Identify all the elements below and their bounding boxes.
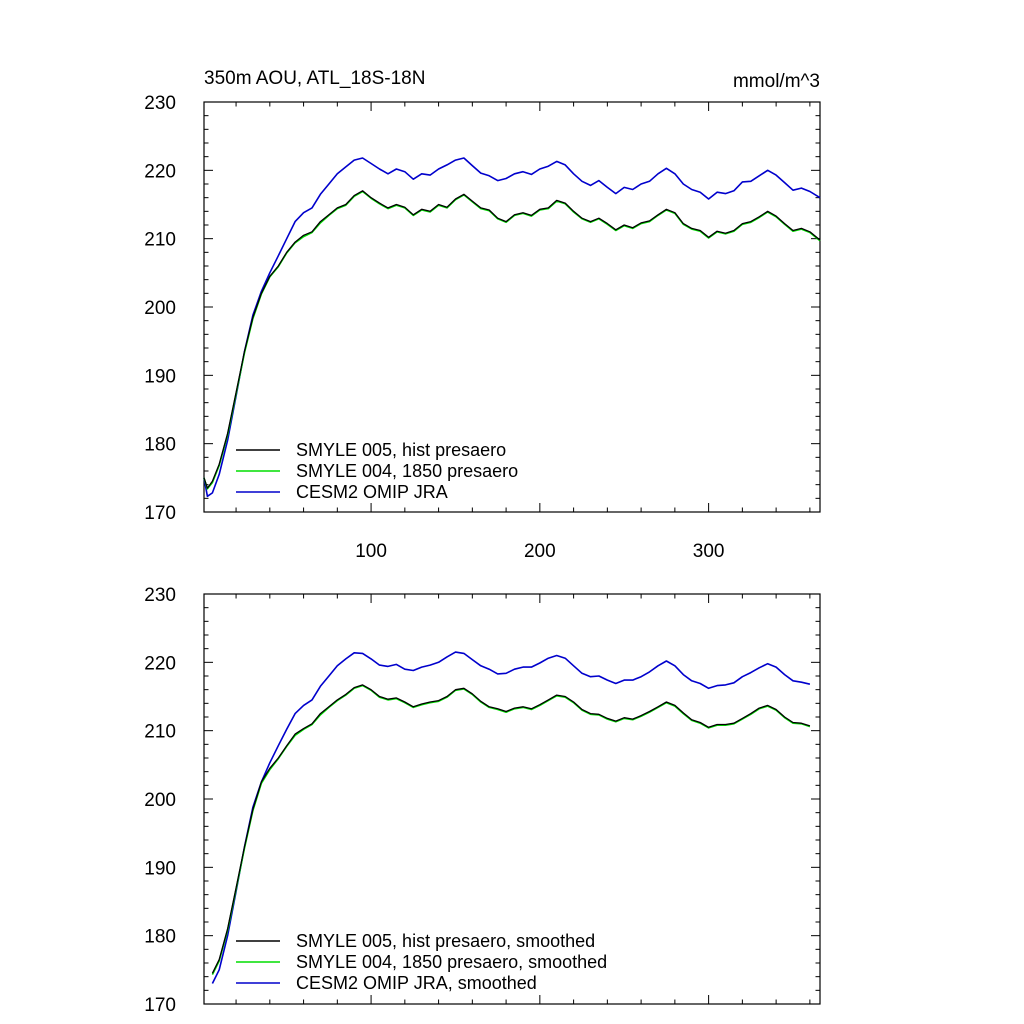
x-tick-label: 100 — [355, 541, 387, 562]
y-tick-label: 200 — [144, 790, 176, 811]
y-tick-label: 210 — [144, 230, 176, 251]
y-tick-label: 190 — [144, 366, 176, 387]
y-tick-label: 170 — [144, 503, 176, 524]
y-tick-label: 170 — [144, 995, 176, 1016]
legend-label-omip: CESM2 OMIP JRA, smoothed — [296, 973, 537, 993]
legend-label-smyle004: SMYLE 004, 1850 presaero, smoothed — [296, 952, 607, 972]
x-tick-label: 200 — [524, 541, 556, 562]
y-tick-label: 180 — [144, 435, 176, 456]
series-line-omip — [211, 651, 811, 984]
chart-units: mmol/m^3 — [733, 71, 820, 92]
x-tick-label: 300 — [693, 541, 725, 562]
y-tick-label: 220 — [144, 161, 176, 182]
y-tick-label: 210 — [144, 722, 176, 743]
panel-top: 170 180 190 200 210 220 230 100 200 300 SMYLE 005,… — [144, 93, 821, 562]
legend-label-smyle004: SMYLE 004, 1850 presaero — [296, 461, 518, 481]
y-tick-label: 230 — [144, 93, 176, 114]
panel-bottom: 170 180 190 200 210 220 230 SMYLE 005, hist pre… — [144, 585, 821, 1016]
legend-label-smyle005: SMYLE 005, hist presaero, smoothed — [296, 931, 595, 951]
series-line-smyle005 — [211, 684, 811, 974]
series-line-omip — [203, 157, 821, 498]
y-tick-label: 230 — [144, 585, 176, 606]
series-line-smyle005 — [203, 190, 821, 489]
legend-label-smyle005: SMYLE 005, hist presaero — [296, 440, 506, 460]
y-tick-label: 190 — [144, 858, 176, 879]
y-tick-label: 180 — [144, 927, 176, 948]
legend-label-omip: CESM2 OMIP JRA — [296, 482, 448, 502]
y-tick-label: 220 — [144, 653, 176, 674]
y-tick-label: 200 — [144, 298, 176, 319]
chart-title: 350m AOU, ATL_18S-18N — [204, 68, 425, 89]
